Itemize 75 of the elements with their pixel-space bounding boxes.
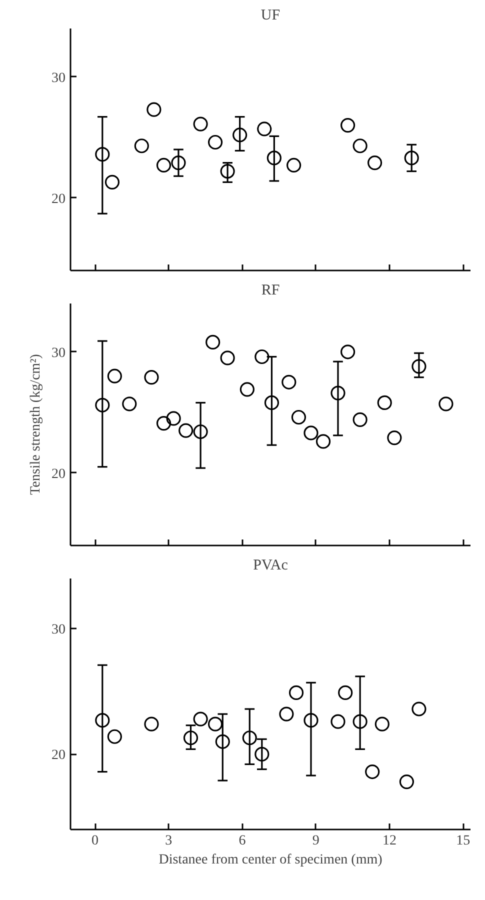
point: [412, 702, 426, 716]
x-axis-title: Distanee from center of specimen (mm): [158, 852, 383, 868]
point: [178, 423, 194, 438]
point: [107, 729, 122, 744]
point: [330, 386, 346, 400]
point: [215, 734, 230, 749]
point: [330, 714, 346, 729]
point: [279, 706, 294, 722]
y-tick-label: 20: [52, 748, 66, 764]
point: [340, 344, 356, 360]
point: [352, 412, 368, 427]
point: [220, 164, 235, 179]
point: [166, 411, 181, 426]
point: [95, 713, 110, 728]
x-tick-label: 3: [165, 834, 172, 848]
y-axis-title: Tensile strength (kg/cm²): [28, 354, 44, 495]
point: [387, 430, 402, 446]
point: [144, 716, 159, 732]
point: [144, 370, 159, 385]
point: [240, 382, 254, 397]
point: [286, 158, 302, 173]
point: [377, 395, 392, 410]
point: [104, 174, 120, 190]
point: [291, 410, 306, 425]
x-tick-label: 15: [456, 834, 470, 848]
point: [193, 424, 208, 440]
point: [352, 714, 368, 729]
point: [208, 716, 223, 732]
point: [156, 158, 172, 173]
point: [288, 685, 304, 700]
point: [404, 150, 419, 166]
x-tick-label: 0: [92, 834, 99, 848]
point: [438, 396, 454, 412]
point: [156, 416, 172, 431]
point: [254, 746, 270, 762]
point: [193, 116, 208, 132]
point: [338, 685, 353, 700]
point: [171, 156, 186, 170]
x-tick-label: 6: [238, 834, 246, 848]
chart-title: RF: [261, 282, 280, 298]
point: [282, 374, 296, 390]
point: [352, 138, 368, 154]
point: [374, 716, 390, 732]
point: [412, 359, 426, 374]
point: [95, 147, 110, 162]
point: [365, 764, 380, 780]
point: [146, 102, 162, 117]
chart-title: UF: [260, 8, 280, 24]
y-tick-label: 30: [52, 622, 66, 638]
point: [264, 395, 280, 410]
x-tick-label: 12: [382, 834, 397, 848]
point: [206, 334, 220, 350]
point: [183, 730, 198, 746]
point: [367, 156, 382, 170]
point: [193, 712, 208, 726]
y-tick-label: 30: [52, 346, 66, 361]
y-tick-label: 20: [52, 192, 66, 207]
point: [340, 118, 356, 133]
point: [266, 150, 282, 166]
point: [257, 122, 272, 136]
point: [316, 434, 331, 449]
point: [134, 138, 149, 154]
point: [304, 426, 318, 440]
point: [122, 396, 137, 412]
point: [220, 350, 235, 366]
point: [208, 134, 223, 150]
y-tick-label: 30: [52, 70, 66, 86]
point: [304, 713, 318, 728]
chart-title: PVAc: [253, 558, 288, 574]
point: [399, 774, 414, 790]
point: [232, 128, 248, 142]
point: [107, 368, 122, 384]
x-tick-label: 9: [312, 834, 320, 848]
y-tick-label: 20: [52, 466, 66, 482]
point: [95, 398, 110, 412]
